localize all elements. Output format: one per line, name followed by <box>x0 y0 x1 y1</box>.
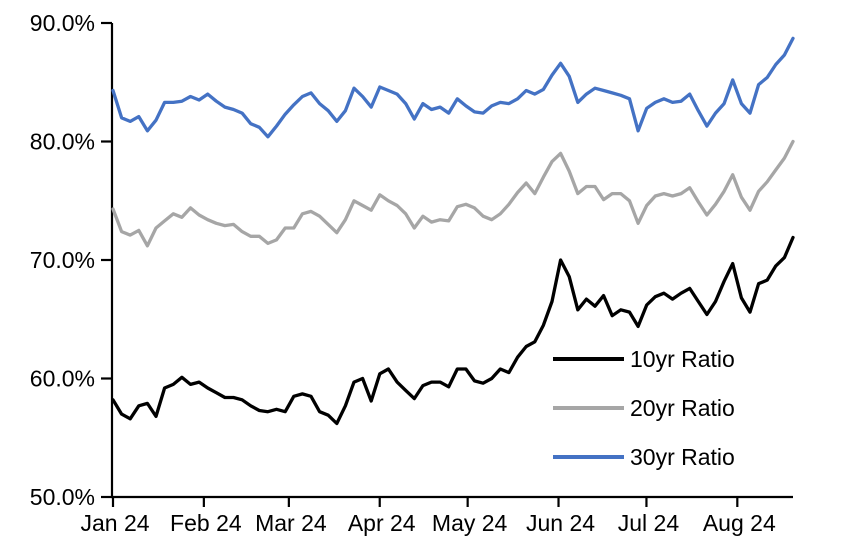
x-axis-tick-label: Mar 24 <box>255 510 327 536</box>
x-axis-tick-label: Jul 24 <box>618 510 680 536</box>
y-axis-tick-label: 60.0% <box>30 366 95 392</box>
x-axis-tick-label: Feb 24 <box>170 510 242 536</box>
x-axis-tick-label: Jan 24 <box>80 510 149 536</box>
x-axis-tick-label: Apr 24 <box>348 510 416 536</box>
x-axis-tick-label: Aug 24 <box>703 510 776 536</box>
x-axis-tick-label: Jun 24 <box>526 510 595 536</box>
series-line-30yr-ratio <box>111 36 795 139</box>
y-axis-tick-label: 80.0% <box>30 129 95 155</box>
x-axis-tick-label: May 24 <box>432 510 508 536</box>
legend-label-10yr-ratio: 10yr Ratio <box>630 346 735 372</box>
series-line-10yr-ratio <box>111 235 795 426</box>
y-axis-tick-label: 70.0% <box>30 247 95 273</box>
series-line-20yr-ratio <box>111 139 795 248</box>
y-axis-tick-label: 50.0% <box>30 484 95 510</box>
legend-label-30yr-ratio: 30yr Ratio <box>630 444 735 470</box>
y-axis-tick-label: 90.0% <box>30 10 95 36</box>
legend-label-20yr-ratio: 20yr Ratio <box>630 395 735 421</box>
